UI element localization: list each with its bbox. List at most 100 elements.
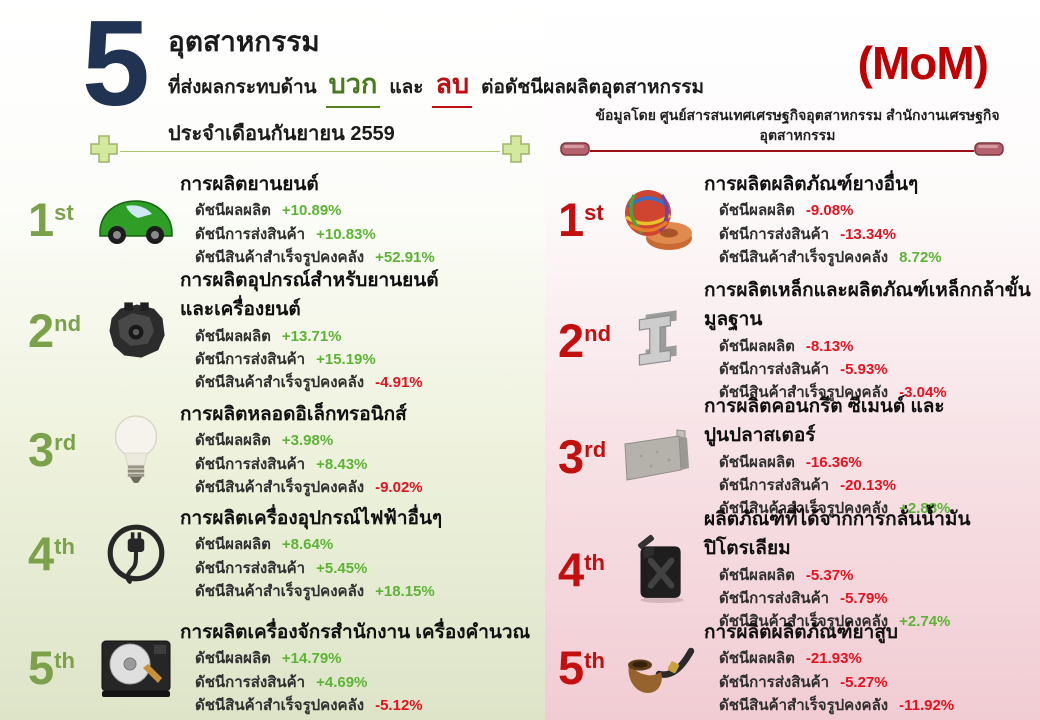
metric-value: +8.43% (316, 455, 368, 473)
rank-label: 1st (558, 193, 604, 247)
metric-inventory: ดัชนีสินค้าสำเร็จรูปคงคลัง -3.04% (704, 381, 1036, 404)
rank-label: 3rd (558, 429, 607, 483)
item-info: การผลิตผลิตภัณฑ์ยางอื่นๆ ดัชนีผลผลิต -9.0… (704, 170, 1036, 269)
metric-production: ดัชนีผลผลิต +3.98% (180, 429, 533, 452)
impact-prefix-text: ที่ส่งผลกระทบด้าน (168, 77, 317, 99)
positive-item-1: 1st การผลิตยานยนต์ ดัชนีผลผลิต +10.89% ดั… (28, 170, 533, 269)
plus-cap-icon (88, 133, 120, 170)
minus-cap-icon (974, 141, 1004, 161)
metric-value: -5.93% (840, 361, 888, 379)
positive-word: บวก (325, 64, 381, 108)
lightbulb-icon (92, 414, 180, 486)
metric-value: -8.13% (805, 337, 854, 355)
jerrycan-icon (612, 534, 704, 604)
metric-shipment: ดัชนีการส่งสินค้า -5.93% (704, 358, 1036, 381)
metric-value: 8.72% (899, 248, 942, 266)
metric-shipment: ดัชนีการส่งสินค้า +5.45% (180, 557, 533, 580)
metric-shipment: ดัชนีการส่งสินค้า +10.83% (180, 223, 533, 246)
title-block: อุตสาหกรรม ที่ส่งผลกระทบด้าน บวก และ ลบ … (168, 26, 828, 149)
metric-value: -5.12% (375, 696, 423, 714)
month-line: ประจำเดือนกันยายน 2559 (168, 122, 395, 145)
item-info: การผลิตผลิตภัณฑ์ยาสูบ ดัชนีผลผลิต -21.93%… (704, 618, 1036, 717)
item-title: การผลิตหลอดอิเล็กทรอนิกส์ (180, 404, 407, 425)
item-title: ผลิตภัณฑ์ที่ได้จากการกลั่นน้ำมันปิโตรเลี… (704, 509, 971, 560)
metric-production: ดัชนีผลผลิต -5.37% (704, 564, 1036, 587)
metric-value: -5.27% (840, 673, 888, 691)
positive-divider-line (120, 150, 500, 152)
metric-value: +10.89% (281, 202, 342, 220)
metric-inventory: ดัชนีสินค้าสำเร็จรูปคงคลัง +18.15% (180, 580, 533, 603)
item-title: การผลิตยานยนต์ (180, 174, 319, 195)
tobacco-pipe-icon (612, 640, 704, 696)
negative-item-1: 1st การผลิตผลิตภัณฑ์ยางอื่นๆ ดัชนีผลผลิต… (558, 170, 1036, 269)
concrete-slab-icon (612, 428, 704, 484)
metric-shipment: ดัชนีการส่งสินค้า -20.13% (704, 474, 1036, 497)
item-info: การผลิตหลอดอิเล็กทรอนิกส์ ดัชนีผลผลิต +3.… (180, 400, 533, 499)
metric-production: ดัชนีผลผลิต +10.89% (180, 199, 533, 222)
metric-value: -4.91% (375, 374, 423, 392)
rubber-band-ball-icon (612, 186, 704, 254)
item-title: การผลิตเครื่องจักรสำนักงาน เครื่องคำนวณ (180, 622, 531, 643)
metric-inventory: ดัชนีสินค้าสำเร็จรูปคงคลัง 8.72% (704, 246, 1036, 269)
metric-value: +3.98% (281, 432, 334, 450)
metric-value: -9.02% (375, 478, 423, 496)
item-info: การผลิตเหล็กและผลิตภัณฑ์เหล็กกล้าขั้นมูล… (704, 276, 1036, 405)
negative-word: ลบ (432, 64, 473, 108)
negative-panel-background (545, 0, 1040, 720)
metric-inventory: ดัชนีสินค้าสำเร็จรูปคงคลัง +2.74% (704, 610, 1036, 633)
negative-item-5: 5th การผลิตผลิตภัณฑ์ยาสูบ ดัชนีผลผลิต -21… (558, 618, 1036, 717)
mom-label: (MoM) (857, 37, 989, 89)
metric-inventory: ดัชนีสินค้าสำเร็จรูปคงคลัง -5.12% (180, 694, 533, 717)
positive-item-5: 5th การผลิตเครื่องจักรสำนักงาน เครื่องคำ… (28, 618, 533, 717)
title-subtitle: ที่ส่งผลกระทบด้าน บวก และ ลบ ต่อดัชนีผลผ… (168, 64, 828, 108)
rank-label: 1st (28, 193, 74, 247)
car-icon (92, 193, 180, 247)
rank-label: 4th (558, 542, 605, 596)
metric-value: +8.64% (281, 536, 334, 554)
metric-value: -13.34% (840, 225, 896, 243)
metric-shipment: ดัชนีการส่งสินค้า -5.27% (704, 671, 1036, 694)
rank-label: 3rd (28, 423, 77, 477)
metric-value: +2.74% (899, 613, 951, 631)
metric-shipment: ดัชนีการส่งสินค้า +8.43% (180, 453, 533, 476)
item-title: การผลิตผลิตภัณฑ์ยาสูบ (704, 622, 898, 643)
metric-value: -21.93% (805, 650, 862, 668)
item-info: การผลิตเครื่องอุปกรณ์ไฟฟ้าอื่นๆ ดัชนีผลผ… (180, 504, 533, 603)
metric-inventory: ดัชนีสินค้าสำเร็จรูปคงคลัง +52.91% (180, 246, 533, 269)
positive-divider (88, 134, 532, 166)
metric-value: +14.79% (281, 650, 342, 668)
metric-production: ดัชนีผลผลิต -16.36% (704, 451, 1036, 474)
item-info: การผลิตคอนกรีต ซีเมนต์ และปูนปลาสเตอร์ ด… (704, 392, 1036, 521)
item-title: การผลิตผลิตภัณฑ์ยางอื่นๆ (704, 174, 919, 195)
positive-panel-background (0, 0, 545, 720)
minus-cap-icon (560, 141, 590, 161)
item-info: ผลิตภัณฑ์ที่ได้จากการกลั่นน้ำมันปิโตรเลี… (704, 505, 1036, 634)
metric-value: -16.36% (805, 453, 862, 471)
metric-value: -5.79% (840, 590, 888, 608)
metric-production: ดัชนีผลผลิต -9.08% (704, 199, 1036, 222)
and-word: และ (389, 77, 424, 99)
item-title: การผลิตเครื่องอุปกรณ์ไฟฟ้าอื่นๆ (180, 508, 443, 529)
metric-value: +4.69% (316, 673, 368, 691)
rank-label: 2nd (28, 303, 82, 357)
metric-production: ดัชนีผลผลิต -21.93% (704, 647, 1036, 670)
page-title: อุตสาหกรรม (168, 26, 320, 57)
metric-value: +15.19% (316, 351, 376, 369)
metric-production: ดัชนีผลผลิต -8.13% (704, 335, 1036, 358)
data-source-line: ข้อมูลโดย ศูนย์สารสนเทศเศรษฐกิจอุตสาหกรร… (595, 107, 1000, 143)
metric-value: +10.83% (316, 225, 376, 243)
harddisk-icon (92, 636, 180, 700)
item-info: การผลิตอุปกรณ์สำหรับยานยนต์ และเครื่องยน… (180, 266, 533, 395)
plus-cap-icon (500, 133, 532, 170)
item-info: การผลิตยานยนต์ ดัชนีผลผลิต +10.89% ดัชนีก… (180, 170, 533, 269)
headline-number: 5 (82, 0, 150, 131)
item-title: การผลิตเหล็กและผลิตภัณฑ์เหล็กกล้าขั้นมูล… (704, 280, 1031, 331)
metric-shipment: ดัชนีการส่งสินค้า +15.19% (180, 348, 533, 371)
metric-value: -11.92% (899, 696, 955, 714)
metric-shipment: ดัชนีการส่งสินค้า -5.79% (704, 587, 1036, 610)
metric-value: -5.37% (805, 566, 854, 584)
impact-suffix-text: ต่อดัชนีผลผลิตอุตสาหกรรม (481, 77, 704, 99)
item-title: การผลิตอุปกรณ์สำหรับยานยนต์ (180, 270, 439, 291)
metric-value: +13.71% (281, 327, 342, 345)
metric-value: +2.88% (899, 500, 951, 518)
